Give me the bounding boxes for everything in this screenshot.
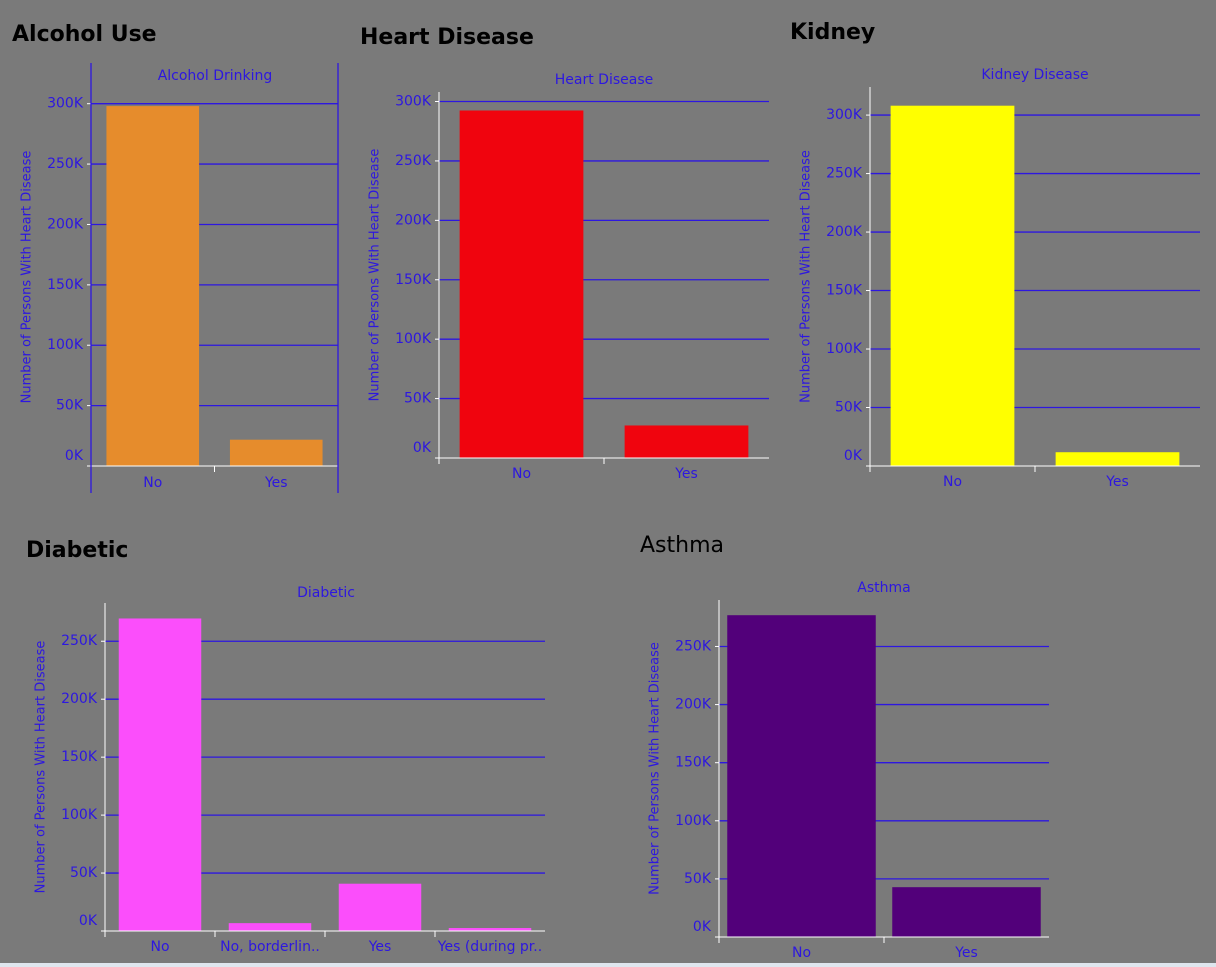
y-tick-label: 200K — [47, 216, 84, 232]
y-tick-label: 300K — [395, 94, 432, 110]
x-tick-label: Yes — [674, 466, 698, 482]
y-tick-label: 50K — [56, 398, 84, 414]
y-axis-label: Number of Persons With Heart Disease — [34, 641, 49, 894]
x-tick-label: No — [512, 466, 531, 482]
x-tick-label: Yes — [368, 939, 392, 955]
bar — [727, 615, 876, 937]
y-tick-label: 0K — [844, 448, 863, 464]
y-tick-label: 150K — [47, 277, 84, 293]
bar — [892, 887, 1041, 937]
y-tick-label: 100K — [395, 331, 432, 347]
y-tick-label: 0K — [65, 448, 84, 464]
x-tick-label: No — [143, 475, 162, 491]
bar — [448, 928, 532, 931]
y-tick-label: 250K — [826, 166, 863, 182]
bar — [890, 105, 1015, 467]
bar — [118, 618, 202, 931]
bar — [624, 425, 749, 458]
y-tick-label: 50K — [70, 865, 98, 881]
y-tick-label: 200K — [61, 691, 98, 707]
y-tick-label: 250K — [675, 638, 712, 654]
y-tick-label: 100K — [47, 337, 84, 353]
y-tick-label: 250K — [395, 153, 432, 169]
y-tick-label: 300K — [826, 107, 863, 123]
x-tick-label: No, borderlin.. — [220, 939, 320, 955]
bottom-strip — [0, 963, 1216, 967]
y-tick-label: 250K — [61, 633, 98, 649]
y-tick-label: 50K — [835, 400, 863, 416]
chart-header: Asthma — [857, 580, 910, 596]
y-tick-label: 50K — [404, 391, 432, 407]
x-tick-label: No — [943, 474, 962, 490]
bar — [459, 110, 584, 458]
y-axis-label: Number of Persons With Heart Disease — [368, 149, 383, 402]
y-tick-label: 250K — [47, 156, 84, 172]
chart-title: Diabetic — [26, 538, 128, 563]
x-tick-label: No — [150, 939, 169, 955]
chart-title: Alcohol Use — [12, 22, 157, 47]
y-tick-label: 0K — [79, 913, 98, 929]
y-axis-label: Number of Persons With Heart Disease — [648, 642, 663, 895]
y-tick-label: 50K — [684, 871, 712, 887]
y-tick-label: 300K — [47, 96, 84, 112]
chart-title: Kidney — [790, 20, 875, 45]
y-tick-label: 150K — [826, 283, 863, 299]
bar — [338, 883, 422, 931]
x-tick-label: Yes — [954, 945, 978, 961]
x-tick-label: Yes — [264, 475, 288, 491]
y-tick-label: 150K — [61, 749, 98, 765]
y-tick-label: 100K — [61, 807, 98, 823]
y-axis-label: Number of Persons With Heart Disease — [799, 150, 814, 403]
y-tick-label: 150K — [395, 272, 432, 288]
x-tick-label: Yes (during pr.. — [437, 939, 542, 955]
chart-header: Alcohol Drinking — [158, 68, 273, 84]
chart-header: Diabetic — [297, 585, 355, 601]
y-axis-label: Number of Persons With Heart Disease — [20, 151, 35, 404]
y-tick-label: 200K — [395, 212, 432, 228]
chart-title: Asthma — [640, 533, 724, 558]
y-tick-label: 150K — [675, 755, 712, 771]
bar — [1055, 452, 1180, 466]
x-tick-label: Yes — [1105, 474, 1129, 490]
chart-header: Heart Disease — [555, 72, 653, 88]
y-tick-label: 0K — [693, 919, 712, 935]
y-tick-label: 100K — [675, 813, 712, 829]
y-tick-label: 200K — [826, 224, 863, 240]
bar — [228, 923, 312, 931]
y-tick-label: 100K — [826, 341, 863, 357]
y-tick-label: 0K — [413, 440, 432, 456]
bar — [229, 439, 323, 466]
chart-title: Heart Disease — [360, 25, 534, 50]
x-tick-label: No — [792, 945, 811, 961]
y-tick-label: 200K — [675, 697, 712, 713]
bar — [106, 106, 200, 467]
chart-header: Kidney Disease — [981, 67, 1088, 83]
